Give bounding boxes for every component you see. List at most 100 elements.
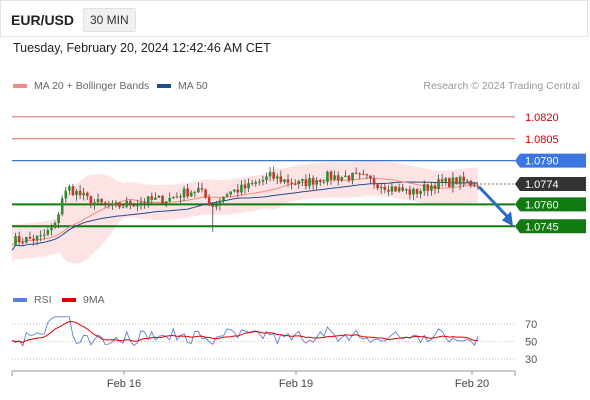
candle	[211, 204, 215, 232]
candle	[243, 179, 247, 194]
candle	[268, 167, 272, 182]
candle-body	[93, 202, 96, 206]
candle-body	[17, 236, 21, 243]
candle	[14, 232, 17, 247]
candle	[225, 192, 229, 197]
timeframe-badge[interactable]: 30 MIN	[83, 8, 136, 32]
ma50-swatch	[157, 84, 171, 88]
candle-body	[422, 184, 426, 192]
candle-body	[333, 175, 336, 180]
candle-body	[154, 197, 157, 200]
candle	[232, 189, 236, 193]
candle	[340, 176, 344, 183]
candle-body	[261, 180, 265, 182]
candle-body	[383, 186, 387, 190]
candle-body	[401, 187, 405, 191]
candle	[451, 171, 455, 193]
ma9-label: 9MA	[83, 294, 105, 306]
candle	[394, 185, 397, 192]
candle	[93, 199, 96, 210]
price-level-tag-1.0760: 1.0760	[515, 197, 586, 212]
candle-body	[451, 177, 455, 187]
candle-body	[50, 227, 53, 231]
candle-body	[225, 194, 229, 197]
candle-body	[390, 186, 394, 192]
candle	[258, 178, 261, 186]
candle	[318, 178, 322, 187]
candle	[172, 196, 175, 200]
candle	[290, 178, 293, 190]
candle-body	[365, 174, 369, 176]
x-tick-label: Feb 16	[107, 378, 141, 390]
candle	[186, 184, 189, 199]
candle-body	[279, 176, 283, 182]
rsi-line	[11, 316, 479, 347]
candle	[308, 173, 311, 190]
candle-body	[440, 179, 444, 182]
price-level-tag-1.0745: 1.0745	[515, 219, 586, 234]
candle	[207, 194, 211, 207]
research-credit: Research © 2024 Trading Central	[423, 80, 580, 92]
candle	[139, 196, 143, 210]
candle-body	[308, 177, 311, 187]
price-level-label-1.0820: 1.0820	[525, 112, 559, 124]
rsi-ma9-line	[11, 320, 479, 343]
price-level-tag-1.0790: 1.0790	[515, 153, 586, 168]
candle	[254, 179, 258, 187]
candle-body	[405, 189, 408, 191]
candle-body	[21, 242, 25, 244]
candle-body	[60, 198, 64, 215]
candle-body	[372, 178, 376, 185]
candle	[21, 238, 25, 246]
legend-ma20: MA 20 + Bollinger Bands	[13, 80, 149, 92]
candle-body	[121, 206, 125, 208]
candle-body	[437, 179, 440, 190]
candle	[458, 175, 462, 190]
candle-body	[426, 184, 430, 191]
candle-body	[100, 199, 103, 203]
candle	[304, 174, 308, 190]
forecast-arrow-shaft	[477, 185, 509, 218]
candle	[78, 185, 82, 199]
candle-body	[329, 171, 333, 180]
candle-body	[258, 181, 261, 183]
candle	[114, 200, 118, 208]
candle	[351, 172, 354, 185]
candle	[311, 175, 315, 190]
candle-body	[430, 185, 433, 191]
candle	[143, 198, 146, 209]
candle-body	[28, 237, 32, 239]
candle	[197, 182, 200, 194]
candle-body	[473, 185, 476, 187]
candle-body	[125, 200, 129, 207]
candle-body	[32, 238, 35, 241]
candle	[301, 178, 304, 187]
candle-body	[286, 179, 290, 183]
candle	[383, 183, 387, 194]
price-level-label-1.0745: 1.0745	[525, 221, 559, 233]
rsi-panel: 70 50 30	[11, 316, 537, 366]
candle	[361, 169, 365, 176]
price-level-tag-1.0774: 1.0774	[515, 176, 586, 191]
candle-body	[204, 189, 207, 198]
candle	[118, 202, 121, 209]
candle	[136, 199, 139, 212]
candle	[35, 235, 39, 246]
candle	[96, 193, 100, 206]
candle-body	[96, 199, 100, 203]
candle-body	[71, 186, 75, 196]
rsi-level-label-30: 30	[525, 354, 537, 366]
candle	[372, 174, 376, 189]
candle-body	[268, 172, 272, 177]
candle	[53, 220, 57, 230]
candle-body	[172, 196, 175, 198]
bollinger-band-area	[12, 160, 478, 264]
candle	[315, 177, 318, 190]
candle	[75, 189, 78, 201]
candle	[82, 187, 85, 201]
candle	[85, 191, 89, 200]
candle	[32, 234, 35, 246]
moving-averages	[11, 177, 479, 251]
candle	[25, 236, 28, 244]
